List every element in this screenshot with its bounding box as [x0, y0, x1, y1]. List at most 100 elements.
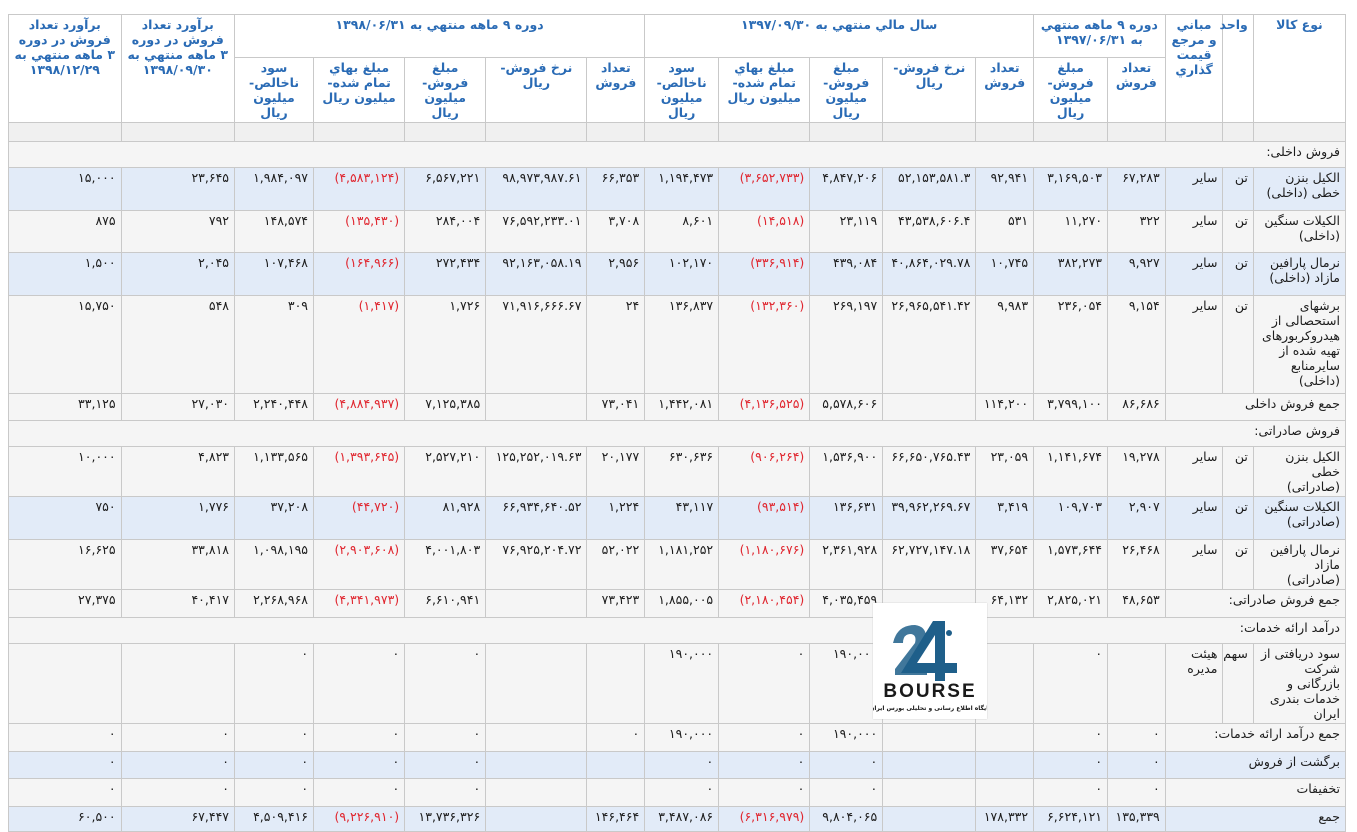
- value-cell: (۱۳۲,۳۶۰): [718, 295, 811, 394]
- value-cell: ۲۴: [586, 295, 646, 394]
- value-cell: ۸۷۵: [8, 210, 122, 253]
- value-cell: [586, 778, 646, 807]
- value-cell: ۰: [718, 778, 811, 807]
- sub-count: تعداد فروش: [1107, 57, 1166, 123]
- value-cell: [485, 589, 588, 618]
- value-cell: [485, 778, 588, 807]
- value-cell: ۷۶,۵۹۲,۲۳۳.۰۱: [485, 210, 588, 253]
- value-cell: ۹۲,۱۶۳,۰۵۸.۱۹: [485, 252, 588, 296]
- value-cell: ۰: [1107, 723, 1166, 752]
- value-cell: ۱۰۹,۷۰۳: [1033, 496, 1109, 540]
- value-cell: ۱,۸۵۵,۰۰۵: [644, 589, 720, 618]
- value-cell: ۹,۹۲۷: [1107, 252, 1166, 296]
- value-cell: [120, 643, 236, 724]
- value-cell: [882, 751, 977, 779]
- logo-word: BOURSE: [883, 681, 976, 702]
- sales-table: نوع کالا واحد مباني و مرجع قيمت گذاري دو…: [8, 14, 1347, 832]
- value-cell: ۳,۷۹۹,۱۰۰: [1033, 393, 1109, 421]
- value-cell: ۳,۷۰۸: [586, 210, 646, 253]
- value-cell: ۰: [644, 751, 720, 779]
- value-cell: ۱۹۰,۰۰۰: [809, 723, 884, 752]
- value-cell: ۰: [313, 778, 406, 807]
- value-cell: ۱,۱۴۱,۶۷۴: [1033, 446, 1109, 497]
- header-row-1: نوع کالا واحد مباني و مرجع قيمت گذاري دو…: [8, 14, 1347, 123]
- value-cell: ۲,۳۶۱,۹۲۸: [809, 539, 884, 590]
- value-cell: ۱,۴۴۲,۰۸۱: [644, 393, 720, 421]
- section-label: درآمد ارائه خدمات:: [8, 617, 1346, 644]
- value-cell: ۲۷۲,۴۳۴: [404, 252, 487, 296]
- sub-profit: سود ناخالص- ميليون ريال: [234, 57, 315, 123]
- value-cell: ۱,۷۲۶: [404, 295, 487, 394]
- value-cell: ۱,۱۸۱,۲۵۲: [644, 539, 720, 590]
- value-cell: ۰: [8, 751, 122, 779]
- value-cell: [882, 778, 977, 807]
- value-cell: ۱,۰۹۸,۱۹۵: [234, 539, 315, 590]
- value-cell: (۹,۲۲۶,۹۱۰): [313, 806, 406, 832]
- value-cell: ۷۵۰: [8, 496, 122, 540]
- value-cell: ۹۸,۹۷۳,۹۸۷.۶۱: [485, 167, 588, 211]
- value-cell: ۰: [234, 723, 315, 752]
- unit-cell: تن: [1222, 539, 1254, 590]
- value-cell: ۲۳۶,۰۵۴: [1033, 295, 1109, 394]
- value-cell: (۱۶۴,۹۶۶): [313, 252, 406, 296]
- value-cell: ۲,۹۰۷: [1107, 496, 1166, 540]
- sub-count: تعداد فروش: [586, 57, 646, 123]
- unit-cell: تن: [1222, 252, 1254, 296]
- value-cell: ۱,۵۰۰: [8, 252, 122, 296]
- value-cell: ۷,۱۲۵,۳۸۵: [404, 393, 487, 421]
- value-cell: (۴۴,۷۲۰): [313, 496, 406, 540]
- value-cell: ۰: [718, 643, 811, 724]
- value-cell: ۶۶,۹۳۴,۶۴۰.۵۲: [485, 496, 588, 540]
- value-cell: ۰: [809, 751, 884, 779]
- value-cell: ۵,۵۷۸,۶۰۶: [809, 393, 884, 421]
- value-cell: ۴,۸۴۷,۲۰۶: [809, 167, 884, 211]
- value-cell: (۱,۱۸۰,۶۷۶): [718, 539, 811, 590]
- product-name-cell: الکیل بنزن خطی (صادراتی): [1252, 446, 1347, 497]
- value-cell: ۸۱,۹۲۸: [404, 496, 487, 540]
- sub-rate: نرخ فروش- ريال: [485, 57, 588, 123]
- value-cell: ۰: [8, 723, 122, 752]
- value-cell: ۰: [120, 751, 236, 779]
- value-cell: ۰: [809, 778, 884, 807]
- value-cell: (۴,۳۴۱,۹۷۳): [313, 589, 406, 618]
- value-cell: ۶۰,۵۰۰: [8, 806, 122, 832]
- section-label: فروش صادراتی:: [8, 420, 1346, 447]
- value-cell: ۱۶,۶۲۵: [8, 539, 122, 590]
- value-cell: ۷۱,۹۱۶,۶۶۶.۶۷: [485, 295, 588, 394]
- value-cell: ۳,۴۱۹: [975, 496, 1035, 540]
- value-cell: [586, 751, 646, 779]
- value-cell: ۳۳,۸۱۸: [120, 539, 236, 590]
- value-cell: ۲۳,۶۴۵: [120, 167, 236, 211]
- value-cell: ۰: [1033, 723, 1109, 752]
- value-cell: ۳۸۲,۲۷۳: [1033, 252, 1109, 296]
- value-cell: ۱۰,۰۰۰: [8, 446, 122, 497]
- value-cell: ۳۰۹: [234, 295, 315, 394]
- value-cell: ۱,۹۸۴,۰۹۷: [234, 167, 315, 211]
- value-cell: ۳۲۲: [1107, 210, 1166, 253]
- value-cell: [485, 393, 588, 421]
- unit-cell: تن: [1222, 496, 1254, 540]
- value-cell: ۰: [404, 643, 487, 724]
- value-cell: [586, 643, 646, 724]
- value-cell: [882, 393, 977, 421]
- col-unit: واحد: [1220, 14, 1254, 123]
- section-row: فروش صادراتی:: [8, 420, 1346, 447]
- value-cell: [882, 806, 977, 832]
- value-cell: ۱۹۰,۰۰۰: [644, 643, 720, 724]
- total-row: جمع ۱۳۵,۳۳۹ ۶,۶۲۴,۱۲۱ ۱۷۸,۳۳۲ ۹,۸۰۴,۰۶۵ (۶,۳۱…: [8, 806, 1347, 832]
- product-name-cell: نرمال پارافین مازاد (داخلی): [1252, 252, 1347, 296]
- value-cell: ۱۰,۷۴۵: [975, 252, 1035, 296]
- total-label-cell: جمع درآمد ارائه خدمات:: [1164, 723, 1347, 752]
- value-cell: [882, 723, 977, 752]
- value-cell: ۲۷,۳۷۵: [8, 589, 122, 618]
- bourse24-logo-icon: BOURSE پایگاه اطلاع رسانی و تحلیلی بورس …: [873, 621, 987, 712]
- group-fiscal-1397-09: سال مالي منتهي به ۱۳۹۷/۰۹/۳۰: [644, 14, 1035, 58]
- value-cell: ۳۷,۲۰۸: [234, 496, 315, 540]
- value-cell: (۳,۶۵۲,۷۳۳): [718, 167, 811, 211]
- value-cell: ۶۷,۴۴۷: [120, 806, 236, 832]
- value-cell: ۴۰,۸۶۴,۰۲۹.۷۸: [882, 252, 977, 296]
- value-cell: ۰: [1107, 751, 1166, 779]
- value-cell: ۶,۶۲۴,۱۲۱: [1033, 806, 1109, 832]
- value-cell: ۱۴۸,۵۷۴: [234, 210, 315, 253]
- total-label-cell: جمع: [1164, 806, 1347, 832]
